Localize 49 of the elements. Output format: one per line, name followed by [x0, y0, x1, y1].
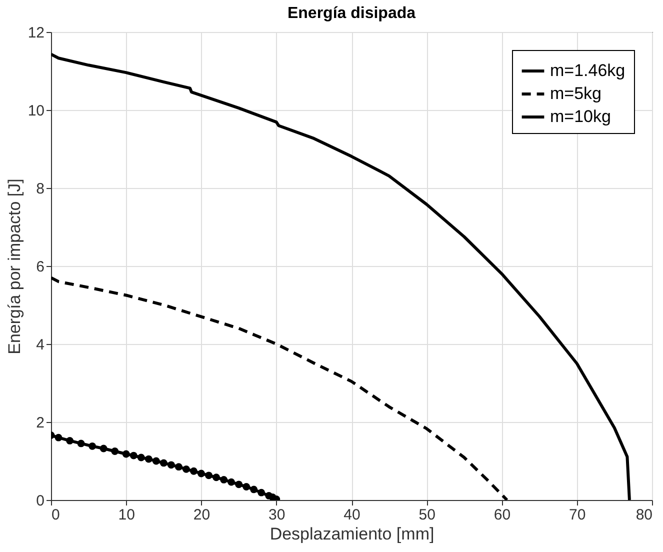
line-series: [51, 52, 631, 500]
point: [160, 459, 168, 467]
point: [220, 476, 228, 484]
point: [111, 448, 119, 455]
x-tick-label: 80: [636, 506, 652, 524]
y-axis-title: Energía por impacto [J]: [4, 178, 24, 354]
x-axis-title: Desplazamiento [mm]: [270, 524, 434, 544]
point: [77, 440, 85, 448]
point: [88, 442, 96, 450]
y-tick-label: 8: [36, 180, 44, 198]
x-tick-label: 40: [344, 506, 360, 524]
point: [258, 488, 266, 496]
x-tick-label: 60: [494, 506, 511, 524]
point: [54, 434, 62, 442]
point: [66, 437, 74, 444]
point: [190, 467, 198, 475]
x-tick-label: 30: [268, 506, 286, 524]
point: [167, 461, 175, 469]
x-tick-label: 0: [52, 506, 60, 524]
point: [122, 450, 130, 458]
line-series: [51, 276, 509, 500]
point: [137, 454, 145, 462]
point: [212, 474, 220, 482]
x-tick-label: 70: [569, 506, 586, 524]
x-tick-label: 50: [418, 506, 436, 524]
point: [198, 470, 205, 478]
legend-label: m=5kg: [550, 84, 602, 103]
y-tick-label: 2: [36, 414, 44, 432]
point: [228, 478, 236, 486]
y-tick-label: 10: [28, 102, 44, 120]
y-tick-label: 4: [36, 336, 44, 354]
point: [130, 452, 138, 460]
y-tick-label: 0: [36, 492, 44, 510]
y-tick-label: 12: [28, 24, 44, 42]
point: [152, 457, 160, 465]
x-tick-label: 20: [193, 506, 210, 524]
point: [235, 480, 243, 488]
y-tick-label: 6: [36, 258, 44, 276]
legend-label: m=10kg: [550, 107, 611, 126]
legend-label: m=1.46kg: [550, 61, 626, 80]
point: [175, 463, 182, 471]
chart-title: Energía disipada: [287, 5, 416, 22]
point: [100, 444, 108, 452]
point: [205, 472, 212, 480]
point: [250, 486, 258, 494]
point: [182, 465, 190, 473]
x-tick-label: 10: [118, 506, 135, 524]
point: [144, 455, 152, 463]
point: [242, 483, 250, 490]
